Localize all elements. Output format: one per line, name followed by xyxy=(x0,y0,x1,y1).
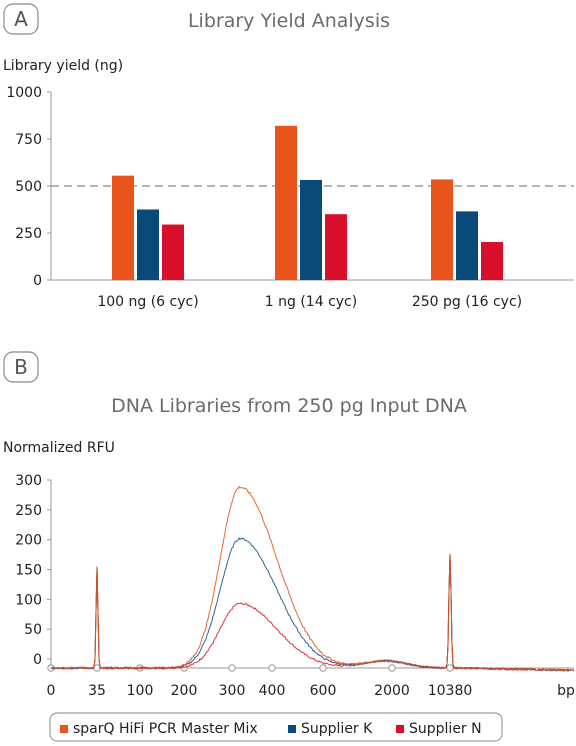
chart-a-y-tick-label: 0 xyxy=(33,273,42,289)
chart-a-ylabel: Library yield (ng) xyxy=(3,58,123,74)
chart-b-x-tick-mark xyxy=(446,664,454,672)
legend-label: Supplier K xyxy=(301,721,373,737)
chart-b-y-tick-label: 250 xyxy=(15,503,42,519)
panel-b-badge xyxy=(3,351,39,383)
chart-b-y-tick-label: 0 xyxy=(33,652,42,668)
chart-a-y-tick-label: 250 xyxy=(15,226,42,242)
chart-a-x-tick-label: 250 pg (16 cyc) xyxy=(412,294,522,310)
chart-b-y-tick-label: 100 xyxy=(15,592,42,608)
chart-b-x-tick-mark xyxy=(268,664,276,672)
chart-b-x-tick-label: 35 xyxy=(88,683,106,699)
chart-a-x-tick-label: 100 ng (6 cyc) xyxy=(97,294,198,310)
legend-label: Supplier N xyxy=(409,721,482,737)
chart-a-bar xyxy=(275,125,297,280)
chart-b-y-tick-label: 50 xyxy=(24,622,42,638)
legend: sparQ HiFi PCR Master Mix Supplier K Suppl… xyxy=(60,721,482,737)
chart-b-y-tick-label: 200 xyxy=(15,533,42,549)
chart-a-y-tick-label: 750 xyxy=(15,132,42,148)
chart-b-x-tick-mark xyxy=(228,664,236,672)
chart-a-bar xyxy=(325,214,347,280)
chart-a-bar xyxy=(112,175,134,280)
chart-b-xlabel: bp xyxy=(557,683,575,699)
panel-a-badge xyxy=(3,3,39,35)
chart-b-plot: 0 50 100 150 200 250 300 0 35 100 200 300 400 600 2000… xyxy=(15,473,575,699)
chart-a-plot: 0 250 500 750 1000 100 ng (6 cyc) 1 ng (14 cyc… xyxy=(6,85,574,310)
chart-a-bar xyxy=(431,179,453,280)
chart-a-x-tick-label: 1 ng (14 cyc) xyxy=(265,294,357,310)
chart-b-series-line xyxy=(50,537,575,673)
legend-swatch xyxy=(288,725,296,733)
chart-b-series-line xyxy=(50,554,575,672)
legend-label: sparQ HiFi PCR Master Mix xyxy=(73,721,258,737)
chart-a-bar xyxy=(456,211,478,280)
chart-b-y-tick-label: 300 xyxy=(15,473,42,489)
chart-b-x-tick-label: 0 xyxy=(47,683,56,699)
chart-a-title: Library Yield Analysis xyxy=(188,10,390,32)
chart-b-y-tick-label: 150 xyxy=(15,563,42,579)
chart-b-x-tick-label: 600 xyxy=(310,683,337,699)
panel-b-letter: B xyxy=(14,355,28,379)
legend-swatch xyxy=(60,725,68,733)
chart-b-x-tick-mark xyxy=(319,664,327,672)
legend-swatch xyxy=(396,725,404,733)
chart-b-title: DNA Libraries from 250 pg Input DNA xyxy=(111,395,467,417)
chart-b-x-tick-label: 2000 xyxy=(374,683,410,699)
chart-b-x-tick-label: 100 xyxy=(127,683,154,699)
chart-a-bar xyxy=(137,209,159,280)
chart-b-x-tick-label: 400 xyxy=(259,683,286,699)
chart-a-bar xyxy=(162,224,184,280)
legend-box xyxy=(49,712,503,742)
chart-a-y-tick-label: 500 xyxy=(15,179,42,195)
chart-b-x-tick-label: 10380 xyxy=(428,683,473,699)
chart-b-x-tick-label: 300 xyxy=(219,683,246,699)
chart-b-x-tick-label: 200 xyxy=(171,683,198,699)
chart-b-x-tick-mark xyxy=(388,664,396,672)
chart-a-y-tick-label: 1000 xyxy=(6,85,42,101)
chart-a-bar xyxy=(481,242,503,280)
chart-a-bar xyxy=(300,179,322,280)
panel-a-letter: A xyxy=(14,7,28,31)
chart-b-ylabel: Normalized RFU xyxy=(3,440,115,456)
chart-b-series-line xyxy=(50,485,575,673)
